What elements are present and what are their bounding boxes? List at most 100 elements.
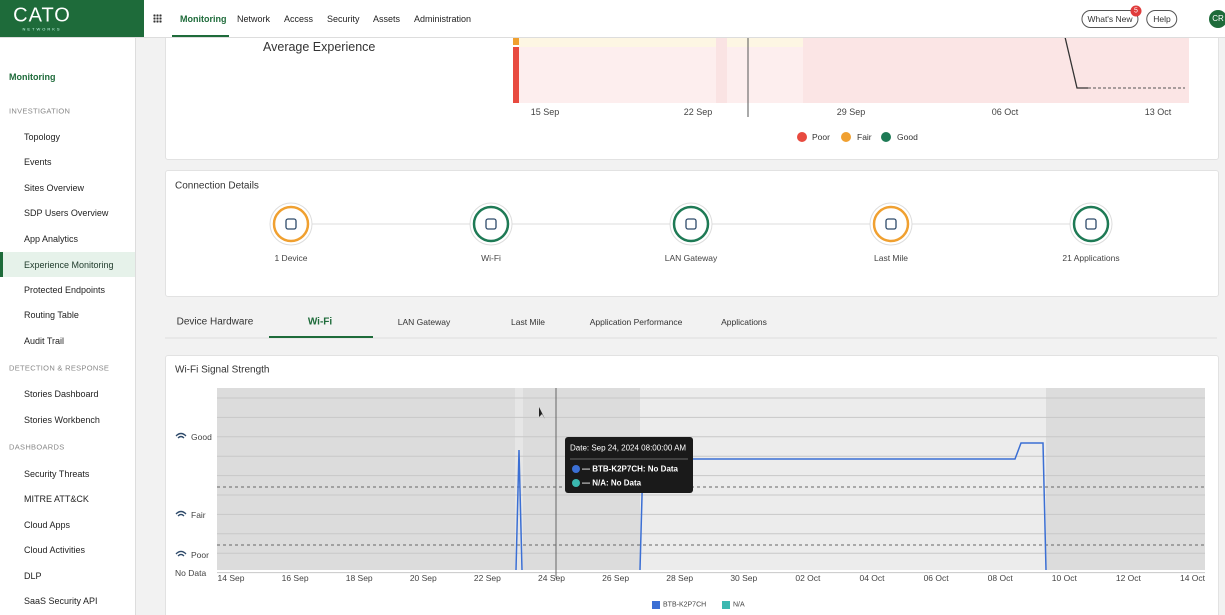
apps-icon[interactable] [153, 14, 162, 23]
legend-check[interactable] [722, 601, 730, 609]
logo-area [0, 0, 144, 37]
sidebar-item[interactable]: MITRE ATT&CK [24, 494, 89, 504]
tab[interactable]: Applications [721, 317, 767, 327]
node-label: 1 Device [274, 253, 308, 263]
section-label: INVESTIGATION [9, 106, 71, 116]
x-tick-label: 14 Oct [1179, 573, 1206, 583]
exp-line [1064, 36, 1088, 89]
node-ring [872, 205, 910, 243]
sidebar-item[interactable]: Stories Workbench [24, 415, 100, 425]
tab[interactable]: Wi-Fi [307, 316, 333, 328]
node-label: LAN Gateway [664, 253, 718, 263]
legend-label: Good [897, 132, 918, 142]
legend-label: Fair [857, 132, 872, 142]
x-tick-label: 10 Oct [1051, 573, 1077, 583]
avatar[interactable]: CR [1209, 10, 1225, 28]
y-label: Poor [191, 550, 209, 560]
node-icon [1085, 218, 1097, 230]
tooltip-dot [572, 465, 580, 473]
sidebar-item[interactable]: SaaS Security API [24, 596, 98, 606]
node-ring [1072, 205, 1110, 243]
sidebar-item[interactable]: Events [24, 157, 52, 167]
tooltip-date: Date: Sep 24, 2024 08:00:00 AM [570, 443, 687, 453]
card-title: Connection Details [175, 180, 259, 192]
legend-dot [841, 132, 851, 142]
sidebar-title: Monitoring [9, 72, 56, 82]
nav-item[interactable]: Access [284, 14, 314, 24]
node-label: Last Mile [873, 253, 909, 263]
x-tick-label: 22 Sep [683, 107, 713, 117]
band-dark [716, 37, 727, 103]
sidebar-item[interactable]: Audit Trail [24, 336, 65, 346]
active-item-bg [0, 252, 135, 277]
signal-line [515, 449, 523, 571]
x-tick-label: 08 Oct [987, 573, 1013, 583]
sidebar-item[interactable]: Cloud Activities [24, 545, 86, 555]
sidebar-item[interactable]: App Analytics [24, 234, 79, 244]
legend-dot [881, 132, 891, 142]
nav-item[interactable]: Security [327, 14, 360, 24]
x-tick-label: 18 Sep [345, 573, 373, 583]
sidebar-item[interactable]: Security Threats [24, 469, 90, 479]
x-tick-label: 24 Sep [538, 573, 565, 583]
legend-label: Poor [812, 132, 830, 142]
x-tick-label: 28 Sep [666, 573, 694, 583]
y-label: Fair [191, 510, 206, 520]
legend-label[interactable]: BTB-K2P7CH [663, 601, 707, 609]
tab[interactable]: Last Mile [510, 317, 546, 327]
whats-new[interactable]: What's New [1081, 10, 1139, 28]
section-label: DASHBOARDS [9, 442, 65, 452]
band-dark [1046, 388, 1205, 570]
sidebar-item[interactable]: Sites Overview [24, 183, 85, 193]
tooltip-line: — N/A: No Data [582, 478, 642, 488]
nav-item[interactable]: Administration [414, 14, 472, 24]
x-tick-label: 13 Oct [1144, 107, 1172, 117]
sidebar-item[interactable]: Stories Dashboard [24, 389, 99, 399]
sidebar-item[interactable]: Topology [24, 132, 61, 142]
node-label: 21 Applications [1062, 253, 1120, 263]
sidebar-item[interactable]: Protected Endpoints [24, 285, 106, 295]
legend-label[interactable]: N/A [733, 601, 745, 609]
nav-item[interactable]: Network [237, 14, 271, 24]
legend-dot [797, 132, 807, 142]
sidebar [0, 38, 136, 615]
node-label: Wi-Fi [481, 253, 501, 263]
logo-sub: NETWORKS [22, 26, 62, 32]
x-tick-label: 29 Sep [836, 107, 866, 117]
bar-poor [513, 47, 519, 103]
tooltip-bg [565, 437, 693, 493]
band-dark [217, 388, 515, 570]
x-tick-label: 06 Oct [923, 573, 949, 583]
band-dark [803, 37, 1189, 103]
wifi-icon [175, 550, 187, 557]
tab[interactable]: Application Performance [589, 317, 683, 327]
nav-item[interactable]: Monitoring [180, 14, 227, 24]
x-tick-label: 26 Sep [602, 573, 630, 583]
x-tick-label: 20 Sep [409, 573, 437, 583]
top-bar [0, 0, 1225, 38]
legend-check[interactable] [652, 601, 660, 609]
wifi-icon [175, 432, 187, 439]
y-label: No Data [175, 568, 207, 578]
tab[interactable]: LAN Gateway [397, 317, 451, 327]
sidebar-item[interactable]: SDP Users Overview [24, 208, 109, 218]
x-tick-label: 04 Oct [859, 573, 885, 583]
node-icon [885, 218, 897, 230]
nav-item[interactable]: Assets [373, 14, 401, 24]
help[interactable]: Help [1146, 10, 1178, 28]
node-icon [285, 218, 297, 230]
node-ring [472, 205, 510, 243]
nav-underline [172, 35, 229, 37]
badge: 5 [1130, 5, 1142, 17]
tab[interactable]: Device Hardware [176, 316, 254, 328]
sidebar-item[interactable]: DLP [24, 571, 42, 581]
sidebar-item[interactable]: Routing Table [24, 310, 79, 320]
mouse-cursor [539, 407, 545, 419]
sidebar-item[interactable]: Experience Monitoring [24, 260, 114, 270]
bar-fair [513, 37, 519, 45]
x-tick-label: 16 Sep [281, 573, 309, 583]
sidebar-item[interactable]: Cloud Apps [24, 520, 71, 530]
tab-underline [269, 336, 373, 338]
